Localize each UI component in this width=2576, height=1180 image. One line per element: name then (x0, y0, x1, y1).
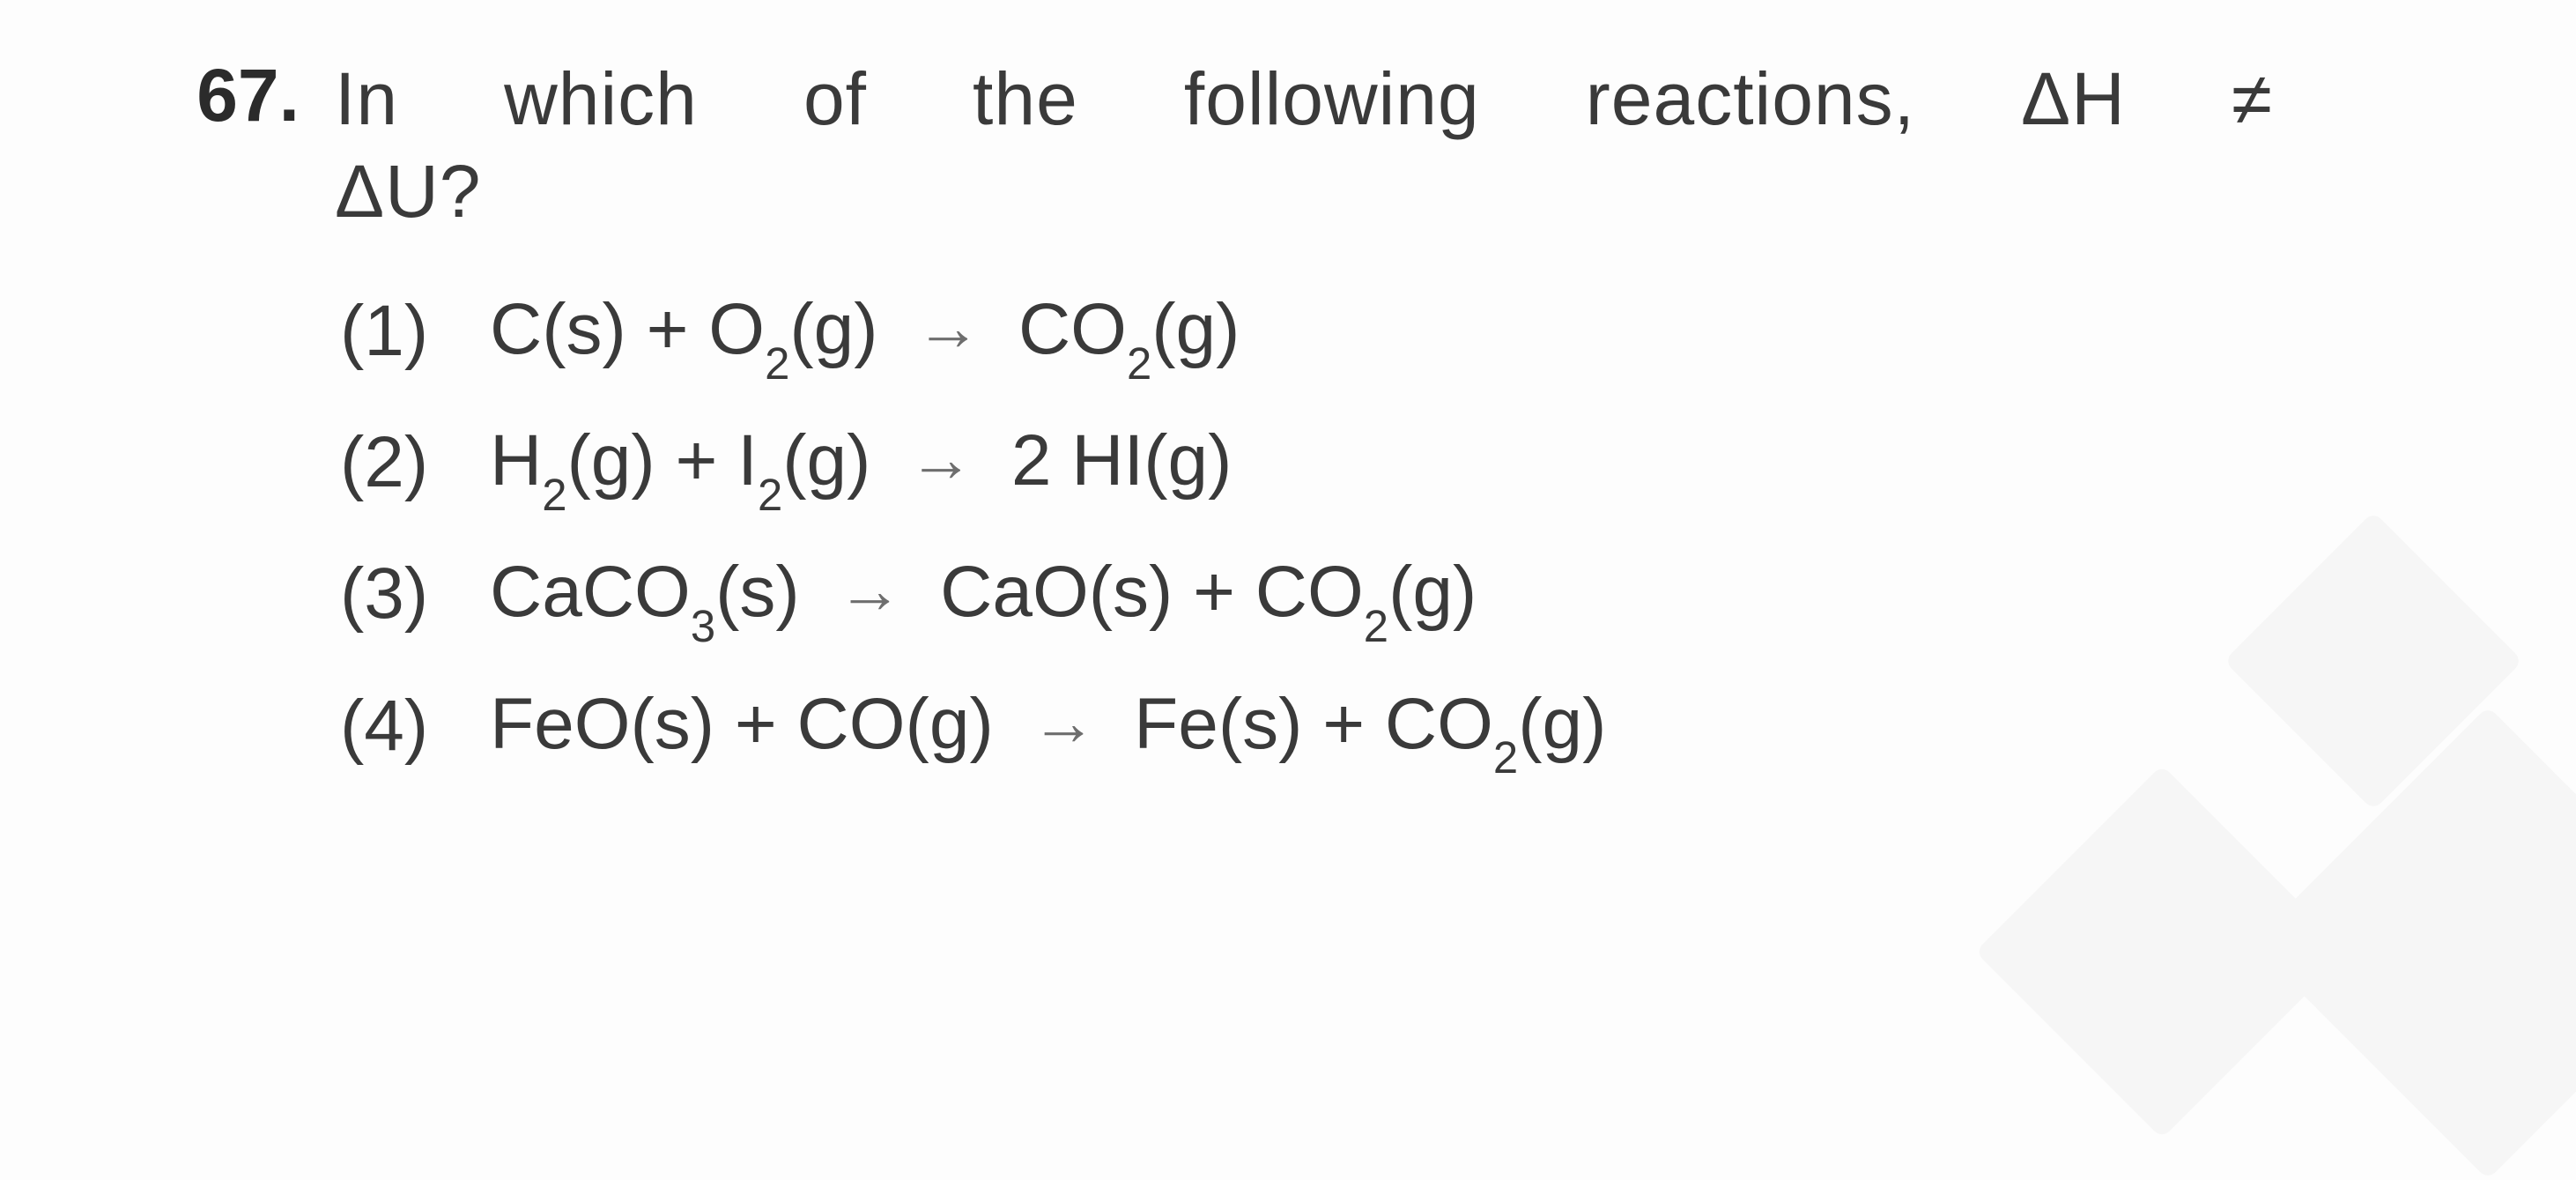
option-label: (2) (335, 406, 490, 518)
option-content: C(s) + O2(g) → CO2(g) (490, 273, 2453, 389)
arrow-icon: → (1014, 672, 1114, 773)
option-label: (1) (335, 275, 490, 387)
arrow-icon: → (820, 540, 921, 641)
option-rhs: CaO(s) + CO2(g) (940, 552, 1477, 632)
option-label: (4) (335, 670, 490, 782)
option-lhs: FeO(s) + CO(g) (490, 684, 994, 764)
option-3: (3) CaCO3(s) → CaO(s) + CO2(g) (335, 536, 2453, 651)
option-rhs: Fe(s) + CO2(g) (1134, 684, 1606, 764)
question-header-row: 67. In which of the following reactions,… (123, 53, 2453, 799)
option-content: CaCO3(s) → CaO(s) + CO2(g) (490, 536, 2453, 651)
question-text: In which of the following reactions, ΔH … (335, 53, 2453, 238)
arrow-icon: → (898, 278, 998, 378)
option-4: (4) FeO(s) + CO(g) → Fe(s) + CO2(g) (335, 668, 2453, 783)
question-page: 67. In which of the following reactions,… (0, 0, 2576, 1031)
option-lhs: C(s) + O2(g) (490, 289, 878, 369)
question-body: In which of the following reactions, ΔH … (335, 53, 2453, 799)
option-content: H2(g) + I2(g) → 2 HI(g) (490, 404, 2453, 520)
option-2: (2) H2(g) + I2(g) → 2 HI(g) (335, 404, 2453, 520)
option-lhs: CaCO3(s) (490, 552, 800, 632)
option-label: (3) (335, 538, 490, 649)
option-rhs: CO2(g) (1018, 289, 1240, 369)
option-lhs: H2(g) + I2(g) (490, 420, 870, 501)
arrow-icon: → (891, 409, 991, 509)
options-list: (1) C(s) + O2(g) → CO2(g) (2) H2(g) + I2… (335, 273, 2453, 783)
option-1: (1) C(s) + O2(g) → CO2(g) (335, 273, 2453, 389)
question-text-line1: In which of the following reactions, ΔH … (335, 53, 2273, 145)
option-rhs: 2 HI(g) (1011, 420, 1232, 501)
question-text-line2: ΔU? (335, 150, 482, 233)
option-content: FeO(s) + CO(g) → Fe(s) + CO2(g) (490, 668, 2453, 783)
question-number: 67. (123, 53, 335, 138)
